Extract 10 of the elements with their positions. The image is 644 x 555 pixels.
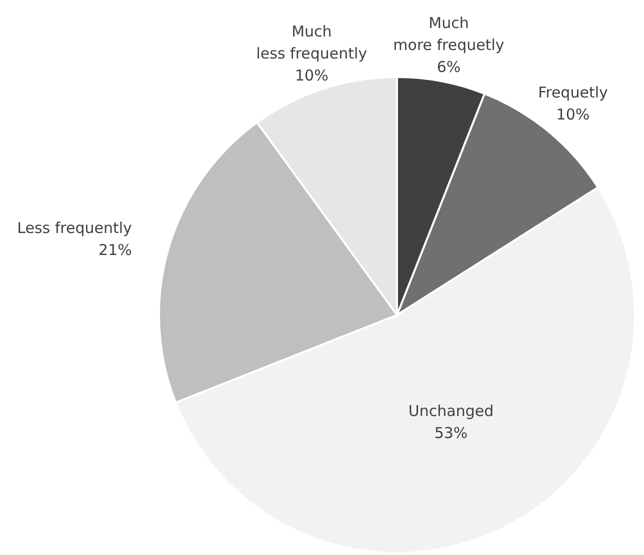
slice-label: Much less frequently [256, 22, 368, 62]
data-label: 53% [434, 424, 468, 442]
slice-label: Unchanged [408, 402, 494, 420]
slice-label: Less frequently [17, 218, 132, 237]
data-label: 21% [98, 240, 132, 259]
data-label: 10% [556, 105, 590, 124]
slice-label: Frequetly [538, 83, 608, 102]
data-label: 10% [295, 66, 328, 84]
data-label: 6% [436, 58, 461, 76]
slice-label: Much more frequetly [393, 14, 504, 54]
